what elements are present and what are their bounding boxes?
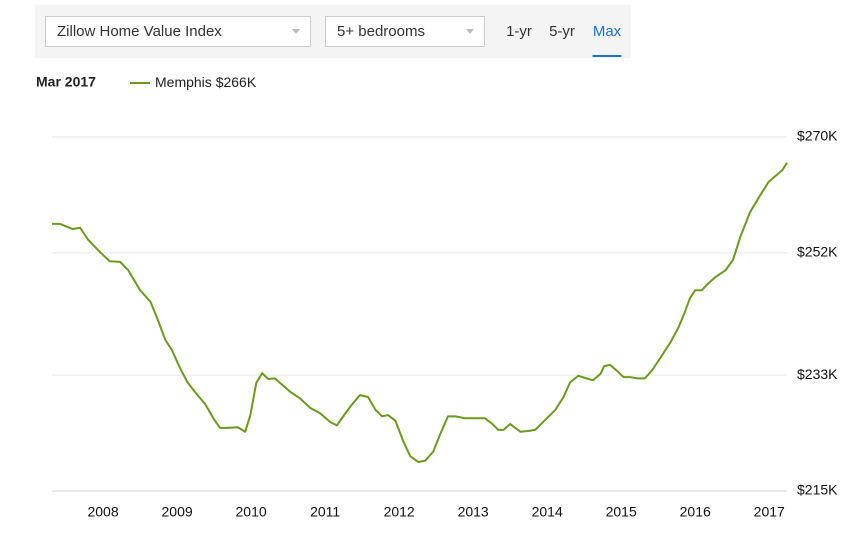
y-tick-label: $233K bbox=[797, 366, 838, 382]
x-tick-label: 2008 bbox=[87, 504, 118, 520]
series-line bbox=[52, 162, 788, 464]
dropdown-label[interactable]: Zillow Home Value Index bbox=[57, 23, 222, 40]
index-dropdown[interactable]: Zillow Home Value Index bbox=[45, 16, 311, 47]
x-tick-label: 2012 bbox=[384, 504, 415, 520]
x-tick-label: 2014 bbox=[532, 504, 563, 520]
bedrooms-dropdown[interactable]: 5+ bedrooms bbox=[325, 16, 485, 47]
dropdown-box[interactable] bbox=[325, 16, 485, 47]
x-tick-label: 2013 bbox=[458, 504, 489, 520]
dropdown-caret[interactable] bbox=[292, 29, 300, 34]
y-tick-label: $215K bbox=[797, 482, 838, 498]
legend-date: Mar 2017 bbox=[36, 74, 96, 90]
range-button[interactable]: Max bbox=[593, 23, 622, 40]
legend-name: Memphis bbox=[155, 74, 212, 90]
dropdown-caret[interactable] bbox=[466, 29, 474, 34]
dropdown-label[interactable]: 5+ bedrooms bbox=[337, 23, 425, 40]
x-tick-label: 2011 bbox=[310, 504, 340, 520]
legend-entry: Memphis $266K bbox=[155, 74, 257, 90]
dropdown-box[interactable] bbox=[45, 16, 311, 47]
x-tick-label: 2017 bbox=[754, 504, 785, 520]
x-tick-label: 2010 bbox=[236, 504, 267, 520]
range-button[interactable]: 5-yr bbox=[549, 23, 575, 40]
range-button[interactable]: 1-yr bbox=[506, 23, 532, 40]
x-tick-label: 2015 bbox=[606, 504, 637, 520]
x-tick-label: 2016 bbox=[680, 504, 711, 520]
y-tick-label: $252K bbox=[797, 244, 838, 260]
y-tick-label: $270K bbox=[797, 128, 838, 144]
legend-value: $266K bbox=[216, 74, 257, 90]
x-tick-label: 2009 bbox=[162, 504, 193, 520]
